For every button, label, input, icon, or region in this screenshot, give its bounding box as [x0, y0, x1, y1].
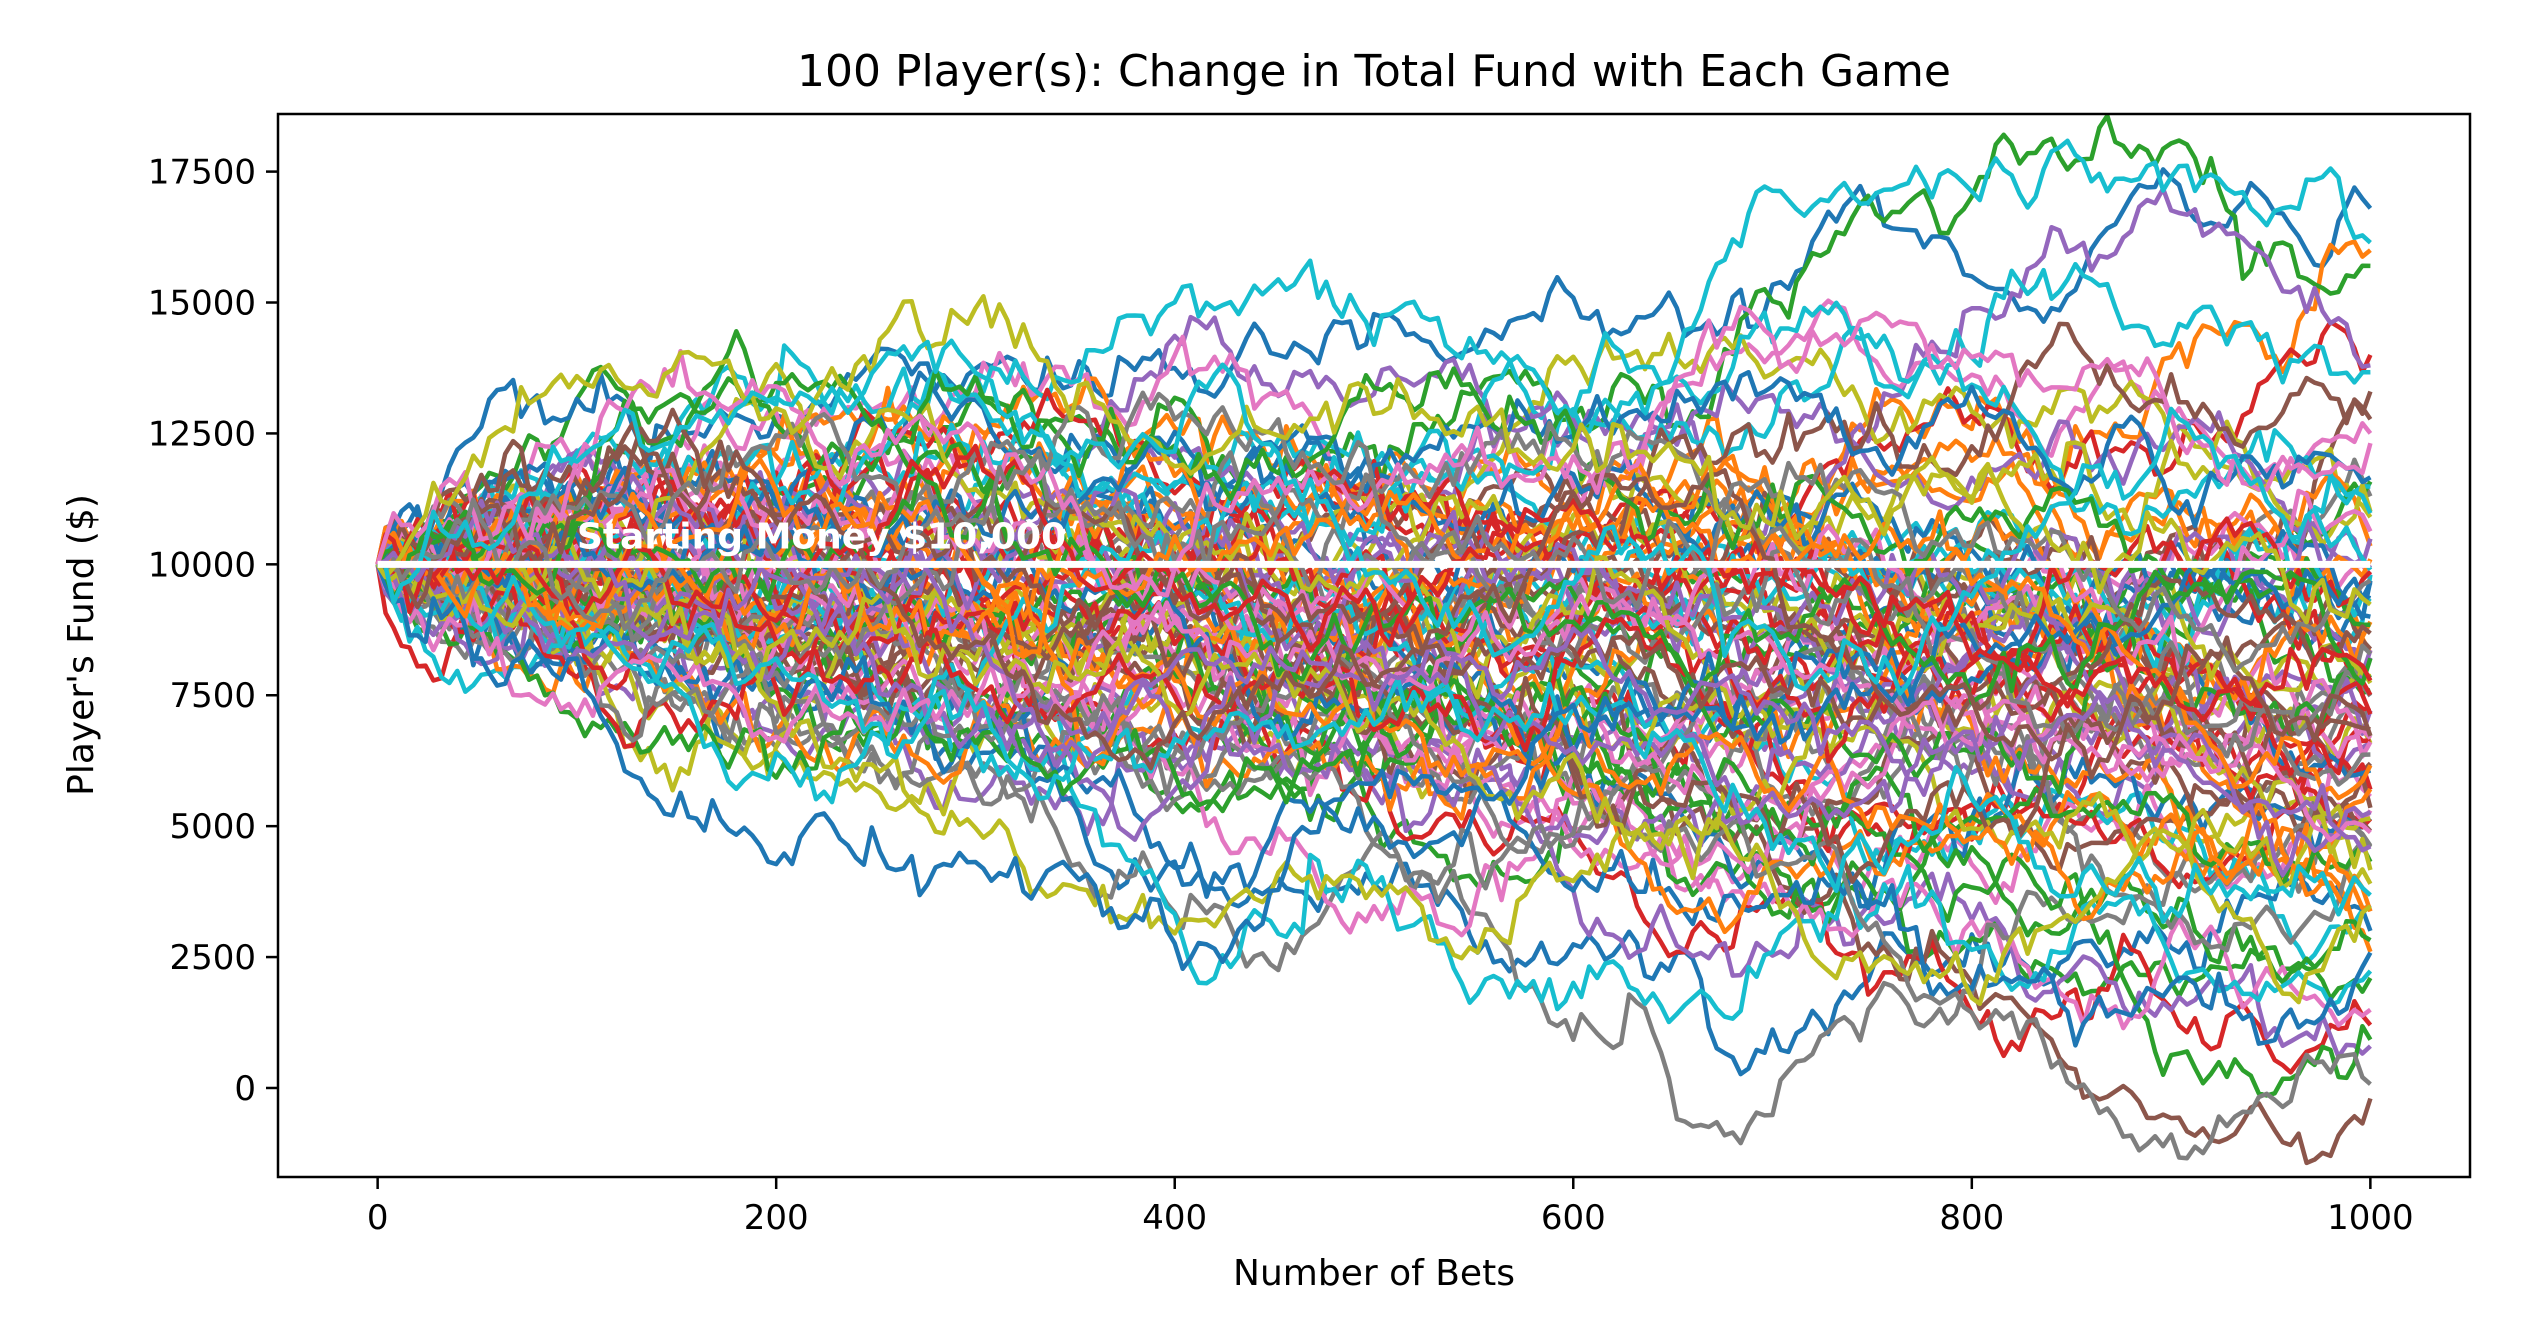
y-axis: 0 2500 5000 7500 10000 12500 15000 17500	[148, 153, 278, 1109]
y-tick-label: 7500	[169, 676, 256, 716]
x-axis-title: Number of Bets	[1233, 1253, 1515, 1294]
x-tick-label: 200	[744, 1198, 809, 1238]
series-line	[377, 539, 2373, 1048]
series-line	[375, 138, 2372, 805]
series-line	[375, 390, 2372, 674]
x-tick-label: 0	[367, 1198, 389, 1238]
series-line	[377, 338, 2373, 696]
series-line	[375, 563, 2372, 843]
x-axis: 0 200 400 600 800 1000	[367, 1177, 2414, 1238]
series-line	[376, 366, 2372, 720]
series-line	[375, 366, 2371, 628]
series-line	[375, 486, 2373, 667]
series-layer	[375, 113, 2373, 1166]
series-line	[375, 457, 2373, 801]
plot-frame	[276, 112, 2472, 1179]
series-line	[375, 407, 2373, 780]
series-line	[375, 485, 2372, 814]
series-line	[375, 369, 2372, 592]
x-tick-label: 800	[1939, 1198, 2004, 1238]
series-line	[375, 294, 2372, 625]
y-tick-label: 5000	[169, 807, 256, 847]
starting-money-annotation: Starting Money $10,000	[577, 517, 1066, 558]
series-line	[376, 113, 2371, 608]
y-tick-label: 10000	[148, 545, 256, 585]
chart-title: 100 Player(s): Change in Total Fund with…	[797, 46, 1951, 97]
series-line	[376, 458, 2373, 776]
x-tick-label: 400	[1142, 1198, 1207, 1238]
x-tick-label: 1000	[2327, 1198, 2414, 1238]
y-tick-label: 15000	[148, 284, 256, 324]
series-line	[376, 562, 2372, 924]
x-tick-label: 600	[1541, 1198, 1606, 1238]
series-line	[375, 561, 2373, 972]
y-axis-title: Player's Fund ($)	[61, 494, 102, 796]
series-line	[375, 443, 2373, 723]
series-line	[375, 258, 2371, 585]
series-line	[375, 167, 2373, 591]
y-tick-label: 17500	[148, 153, 256, 193]
y-tick-label: 12500	[148, 414, 256, 454]
y-tick-label: 2500	[169, 938, 256, 978]
y-tick-label: 0	[234, 1069, 256, 1109]
